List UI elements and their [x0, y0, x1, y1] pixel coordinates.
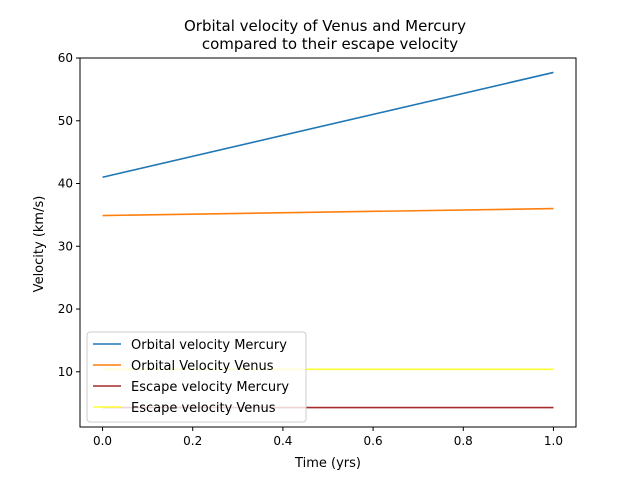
axes-layer: 0.0 0.2 0.4 0.6 0.8 1.0 10 20 30 40 50 60 [58, 51, 577, 448]
axes-frame [79, 57, 577, 428]
legend-label-4: Escape velocity Venus [131, 401, 276, 416]
legend: Orbital velocity Mercury Orbital Velocity… [86, 331, 307, 423]
series-line-2 [102, 207, 554, 217]
x-tick-label: 0.4 [273, 434, 292, 448]
y-tick-label: 30 [58, 239, 73, 253]
legend-label-3: Escape velocity Mercury [131, 380, 289, 395]
y-axis-label: Velocity (km/s) [32, 196, 47, 293]
y-tick-label: 50 [58, 114, 73, 128]
chart-title-line2: compared to their escape velocity [202, 35, 458, 53]
x-tick-label: 0.6 [364, 434, 383, 448]
x-tick-label: 0.0 [93, 434, 112, 448]
legend-label-1: Orbital velocity Mercury [131, 338, 287, 353]
chart-title-line1: Orbital velocity of Venus and Mercury [184, 17, 466, 35]
x-axis-label: Time (yrs) [294, 456, 361, 471]
legend-box [86, 331, 307, 423]
x-tick-label: 0.2 [183, 434, 202, 448]
x-tick-label: 1.0 [544, 434, 563, 448]
y-tick-label: 40 [58, 177, 73, 191]
x-tick-label: 0.8 [454, 434, 473, 448]
series-line-1 [102, 71, 554, 179]
legend-label-2: Orbital Velocity Venus [131, 359, 274, 374]
y-tick-label: 10 [58, 365, 73, 379]
y-tick-label: 60 [58, 51, 73, 65]
y-tick-label: 20 [58, 302, 73, 316]
